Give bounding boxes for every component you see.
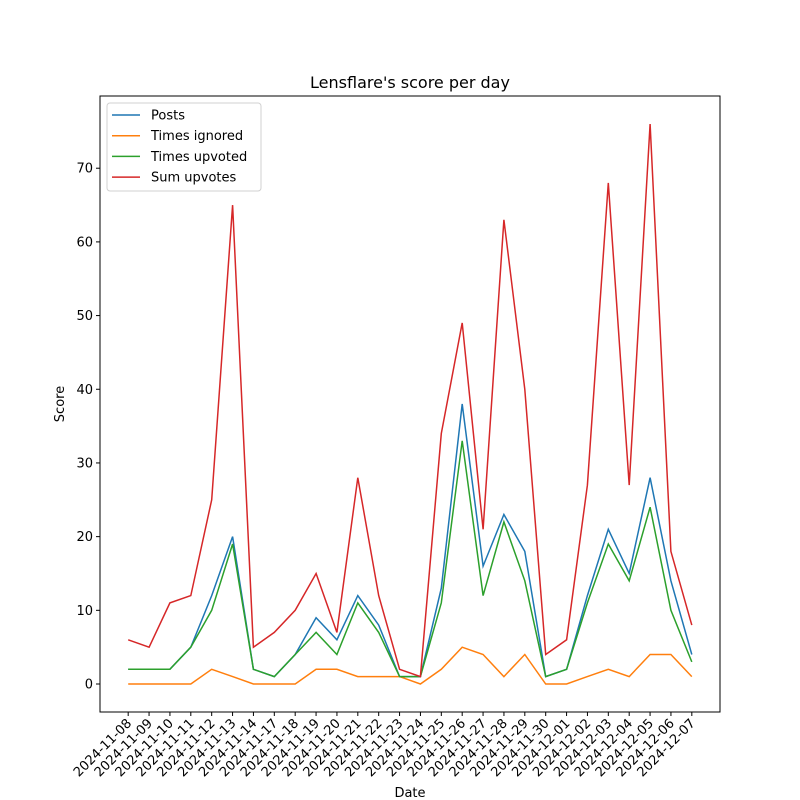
legend-label: Sum upvotes	[151, 171, 237, 186]
chart-title: Lensflare's score per day	[310, 73, 510, 92]
y-tick-label: 0	[85, 678, 93, 693]
series-line	[128, 646, 693, 685]
legend-label: Times upvoted	[150, 150, 247, 165]
y-tick-label: 20	[76, 530, 93, 545]
y-axis-label: Score	[53, 386, 68, 422]
y-tick-label: 70	[76, 162, 93, 177]
y-tick-label: 60	[76, 235, 93, 250]
x-axis-label: Date	[394, 786, 425, 800]
plot-frame	[99, 95, 721, 713]
y-tick-label: 10	[76, 604, 93, 619]
series-line	[127, 123, 693, 678]
legend-label: Times ignored	[150, 129, 243, 144]
legend-label: Posts	[151, 109, 185, 124]
y-tick-label: 30	[76, 456, 93, 471]
y-tick-label: 50	[76, 309, 93, 324]
series-line	[128, 403, 693, 678]
y-tick-label: 40	[76, 383, 93, 398]
series-line	[128, 440, 693, 678]
legend-box	[106, 102, 262, 192]
